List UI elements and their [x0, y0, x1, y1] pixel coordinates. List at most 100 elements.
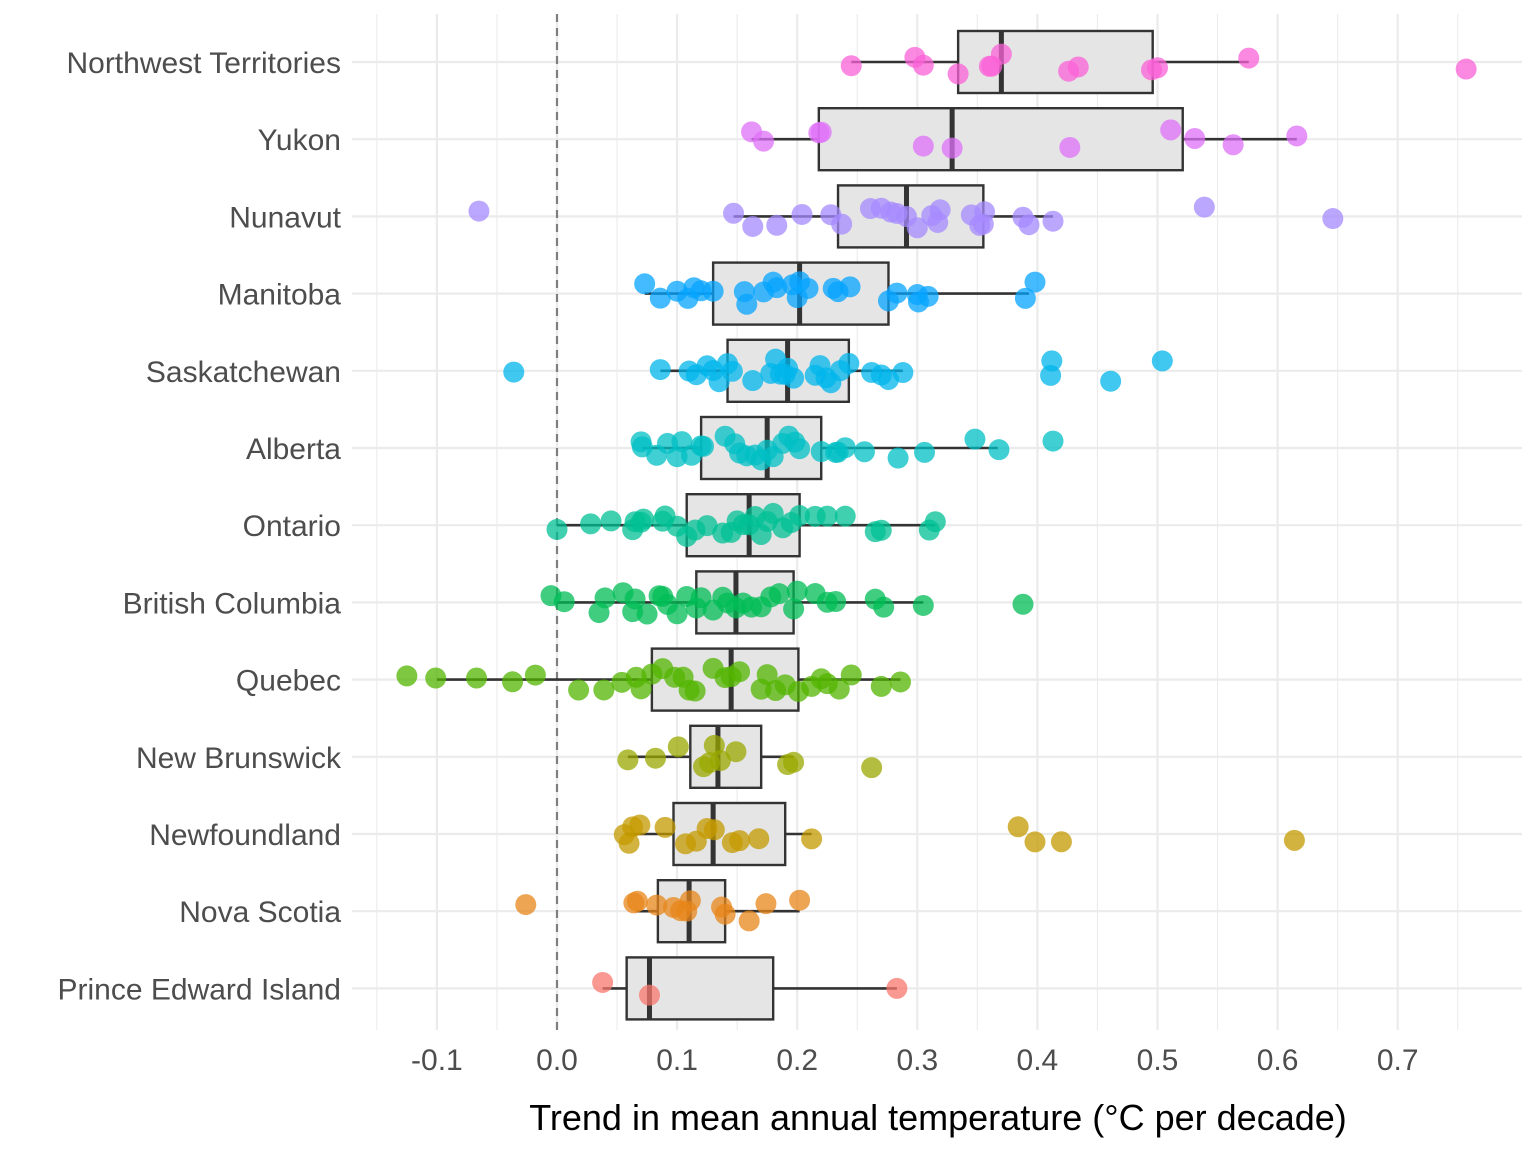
data-point [630, 678, 652, 700]
data-point [886, 977, 908, 999]
data-point [1455, 58, 1477, 80]
box-group [751, 106, 1297, 172]
x-tick-label: 0.7 [1377, 1044, 1419, 1077]
data-point [786, 580, 808, 602]
data-point [839, 276, 861, 298]
data-point [748, 828, 770, 850]
data-point [1014, 287, 1036, 309]
y-tick-label: Northwest Territories [66, 47, 341, 80]
data-point [1222, 134, 1244, 156]
data-point [702, 280, 724, 302]
data-point [766, 214, 788, 236]
data-point [924, 511, 946, 533]
data-point [1024, 831, 1046, 853]
x-axis-title: Trend in mean annual temperature (°C per… [529, 1097, 1347, 1138]
point-layer [396, 43, 1477, 1006]
data-point [703, 819, 725, 841]
data-point [594, 587, 616, 609]
data-point [887, 447, 909, 469]
data-point [1151, 350, 1173, 372]
data-point [468, 200, 490, 222]
data-point [546, 518, 568, 540]
y-tick-label: Alberta [246, 433, 341, 466]
data-point [831, 213, 853, 235]
data-point [1067, 56, 1089, 78]
data-point [1041, 350, 1063, 372]
data-point [693, 435, 715, 457]
data-point [974, 201, 996, 223]
data-point [873, 596, 895, 618]
data-point [568, 679, 590, 701]
x-tick-label: 0.5 [1137, 1044, 1179, 1077]
data-point [1050, 831, 1072, 853]
data-point [914, 441, 936, 463]
y-tick-label: Yukon [258, 124, 341, 157]
data-point [425, 667, 447, 689]
data-point [917, 285, 939, 307]
data-point [941, 137, 963, 159]
data-point [580, 513, 602, 535]
data-point [644, 747, 666, 769]
data-point [834, 505, 856, 527]
data-point [810, 121, 832, 143]
y-tick-label: Newfoundland [149, 819, 341, 852]
x-tick-label: 0.2 [776, 1044, 818, 1077]
data-point [825, 591, 847, 613]
data-point [1024, 271, 1046, 293]
data-point [886, 282, 908, 304]
data-point [617, 749, 639, 771]
data-point [696, 515, 718, 537]
data-point [892, 362, 914, 384]
y-tick-label: New Brunswick [136, 742, 342, 775]
data-point [828, 678, 850, 700]
data-point [947, 63, 969, 85]
data-point [1012, 593, 1034, 615]
data-point [768, 583, 790, 605]
data-point [801, 828, 823, 850]
data-point [632, 508, 654, 530]
data-point [1018, 214, 1040, 236]
data-point [783, 751, 805, 773]
x-tick-label: -0.1 [411, 1044, 463, 1077]
data-point [834, 437, 856, 459]
data-point [592, 971, 614, 993]
x-tick-label: 0.3 [896, 1044, 938, 1077]
data-point [756, 664, 778, 686]
data-point [1238, 47, 1260, 69]
data-point [736, 293, 758, 315]
y-tick-label: Nunavut [229, 201, 341, 234]
data-point [524, 664, 546, 686]
data-point [929, 199, 951, 221]
data-point [912, 135, 934, 157]
x-tick-label: 0.0 [536, 1044, 578, 1077]
data-point [766, 277, 788, 299]
data-point [649, 287, 671, 309]
x-tick-label: 0.1 [656, 1044, 698, 1077]
data-point [553, 591, 575, 613]
data-point [725, 741, 747, 763]
data-point [729, 830, 751, 852]
y-tick-label: British Columbia [123, 587, 342, 620]
data-point [912, 594, 934, 616]
data-point [906, 217, 928, 239]
data-point [1283, 829, 1305, 851]
data-point [714, 903, 736, 925]
data-point [729, 661, 751, 683]
y-tick-label: Ontario [243, 510, 341, 543]
data-point [634, 273, 656, 295]
data-point [1184, 127, 1206, 149]
data-point [738, 910, 760, 932]
data-point [1042, 210, 1064, 232]
data-point [853, 441, 875, 463]
y-tick-label: Manitoba [218, 279, 342, 312]
data-point [515, 894, 537, 916]
data-point [629, 814, 651, 836]
data-point [503, 361, 525, 383]
x-tick-label: 0.6 [1257, 1044, 1299, 1077]
data-point [466, 667, 488, 689]
data-point [742, 215, 764, 237]
data-point [649, 359, 671, 381]
data-point [838, 352, 860, 374]
y-tick-label: Prince Edward Island [58, 973, 341, 1006]
data-point [783, 598, 805, 620]
